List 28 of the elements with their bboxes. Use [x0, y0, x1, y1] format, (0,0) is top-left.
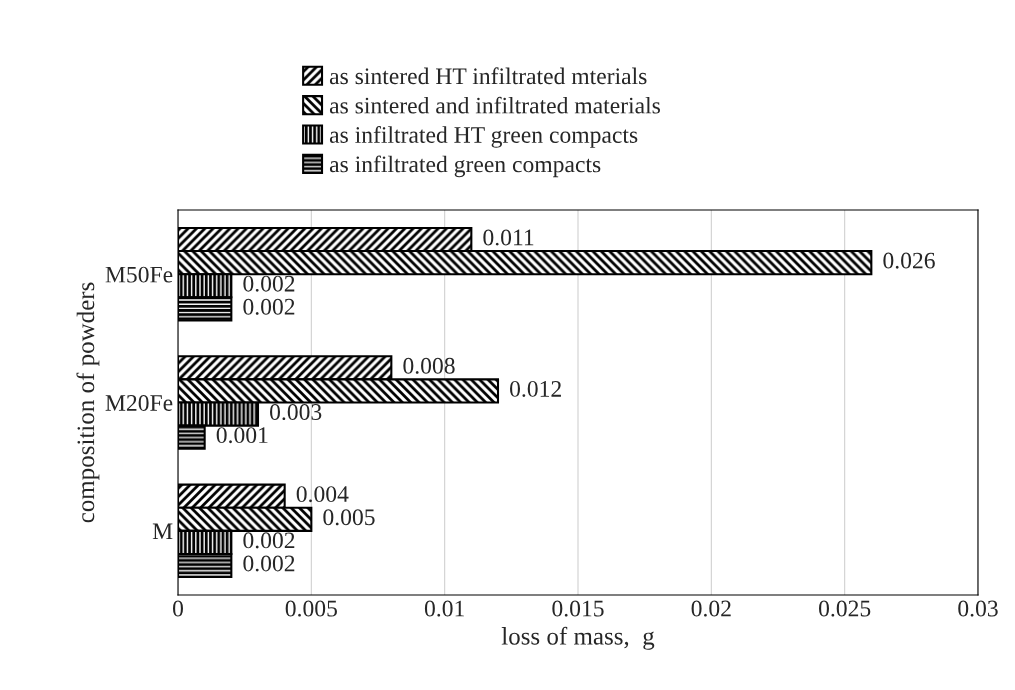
data-label: 0.002: [243, 275, 295, 292]
x-tick-label: 0.005: [285, 600, 337, 617]
data-label: 0.001: [216, 427, 268, 444]
data-label: 0.012: [510, 380, 561, 397]
x-tick-label: 0: [173, 600, 183, 617]
y-tick-label: M: [152, 523, 173, 540]
data-label: 0.002: [243, 555, 295, 572]
legend-label: as sintered and infiltrated materials: [329, 96, 660, 114]
legend-label: as sintered HT infiltrated mterials: [329, 67, 647, 85]
x-tick-label: 0.025: [819, 600, 871, 617]
data-label: 0.002: [243, 298, 295, 315]
data-label: 0.011: [483, 229, 534, 246]
data-label: 0.026: [883, 252, 935, 269]
data-label: 0.002: [243, 532, 295, 549]
y-tick-label: M20Fe: [105, 394, 173, 411]
x-tick-label: 0.01: [424, 600, 464, 617]
x-axis-title: loss of mass, g: [501, 626, 655, 650]
legend-label: as infiltrated green compacts: [329, 155, 601, 178]
data-label: 0.005: [323, 509, 375, 526]
legend-label: as infiltrated HT green compacts: [329, 126, 638, 148]
data-label: 0.004: [296, 486, 349, 503]
x-tick-label: 0.015: [552, 600, 604, 617]
data-label: 0.008: [403, 357, 455, 374]
data-label: 0.003: [270, 404, 322, 421]
x-tick-label: 0.02: [691, 600, 731, 617]
y-axis-title: composition of powders: [76, 282, 100, 523]
y-tick-label: M50Fe: [105, 266, 173, 283]
x-tick-label: 0.03: [958, 600, 998, 617]
